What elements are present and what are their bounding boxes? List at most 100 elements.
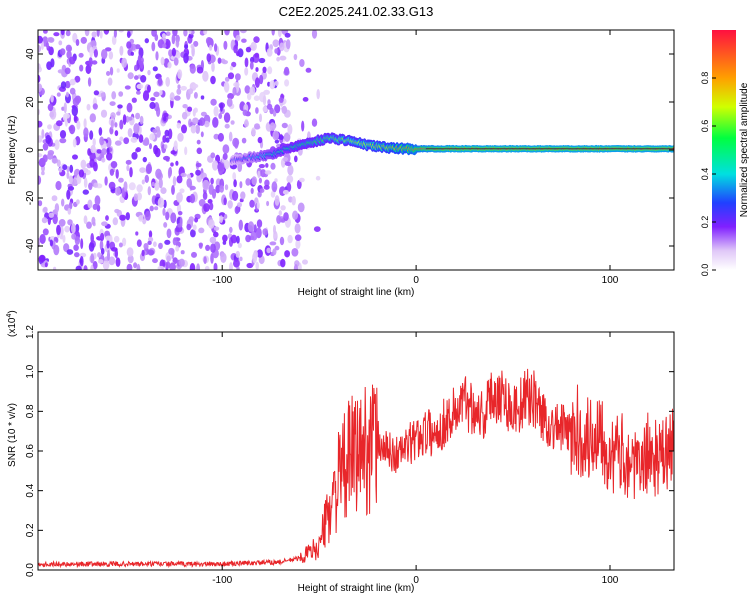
heatmap-cell	[47, 124, 52, 130]
heatmap-cell	[38, 35, 43, 44]
heatmap-cell	[259, 74, 264, 85]
heatmap-cell	[256, 249, 263, 258]
heatmap-cell	[122, 237, 127, 247]
heatmap-cell	[133, 262, 138, 269]
ridge-line	[229, 132, 674, 166]
heatmap-cell	[51, 157, 59, 164]
heatmap-cell	[38, 108, 41, 116]
heatmap-cell	[119, 214, 126, 221]
heatmap-cell	[134, 64, 138, 72]
heatmap-cell	[282, 157, 288, 162]
heatmap-cell	[90, 40, 97, 47]
heatmap-cell	[91, 216, 96, 226]
heatmap-cell	[231, 61, 237, 68]
heatmap-cell	[138, 134, 144, 143]
heatmap-cell	[114, 130, 119, 137]
heatmap-cell	[287, 234, 293, 244]
heatmap-cell	[165, 261, 171, 269]
heatmap-cell	[110, 119, 114, 130]
heatmap-cell	[101, 148, 107, 156]
heatmap-cell	[144, 137, 150, 146]
heatmap-cell	[251, 127, 256, 137]
heatmap-cell	[172, 237, 178, 246]
heatmap-cell	[59, 235, 64, 240]
heatmap-cell	[154, 147, 161, 158]
figure-title: C2E2.2025.241.02.33.G13	[279, 4, 434, 19]
heatmap-cell	[149, 101, 156, 110]
heatmap-cell	[210, 98, 217, 106]
heatmap-cell	[171, 185, 175, 195]
heatmap-cell	[110, 247, 118, 252]
heatmap-cell	[116, 111, 121, 116]
heatmap-cell	[69, 124, 76, 135]
heatmap-cell	[150, 97, 156, 102]
heatmap-cell	[281, 105, 288, 114]
heatmap-cell	[142, 90, 150, 102]
heatmap-cell	[205, 244, 211, 251]
heatmap-cell	[124, 85, 131, 90]
heatmap-cell	[200, 131, 204, 138]
heatmap-cell	[166, 255, 171, 262]
heatmap-cell	[126, 263, 133, 270]
heatmap-cell	[245, 178, 251, 186]
heatmap-cell	[168, 247, 175, 255]
heatmap-cell	[287, 124, 293, 135]
heatmap-cell	[224, 123, 230, 129]
heatmap-cell	[258, 177, 262, 184]
heatmap-cell	[194, 217, 199, 223]
heatmap-cell	[244, 85, 251, 94]
heatmap-cell	[209, 236, 217, 244]
heatmap-cell	[157, 77, 163, 86]
heatmap-cell	[217, 162, 225, 171]
heatmap-cell	[144, 174, 149, 183]
heatmap-cell	[127, 128, 133, 138]
heatmap-cell	[114, 140, 122, 146]
heatmap-cell	[117, 104, 123, 109]
heatmap-cell	[125, 159, 132, 165]
heatmap-cell	[220, 102, 223, 112]
heatmap-cell	[78, 169, 85, 178]
heatmap-cell	[213, 106, 219, 117]
heatmap-cell	[106, 239, 110, 249]
heatmap-cell	[73, 114, 77, 122]
heatmap-cell	[190, 44, 195, 49]
heatmap-cell	[274, 245, 280, 251]
heatmap-cell	[64, 67, 71, 75]
heatmap-cell	[264, 179, 270, 187]
heatmap-cell	[113, 30, 117, 38]
heatmap-cell	[218, 113, 223, 119]
heatmap-cell	[230, 234, 238, 244]
heatmap-cell	[90, 144, 96, 154]
heatmap-cell	[177, 84, 181, 90]
heatmap-cell	[66, 50, 72, 59]
snr-x-tick-label: 100	[602, 575, 619, 586]
heatmap-cell	[191, 251, 197, 258]
heatmap-cell	[244, 57, 249, 68]
heatmap-cell	[91, 31, 97, 38]
heatmap-cell	[163, 116, 167, 122]
heatmap-cell	[131, 97, 137, 103]
heatmap-cell	[186, 223, 192, 231]
spectrogram-x-label: Height of straight line (km)	[298, 287, 415, 298]
heatmap-cell	[86, 221, 92, 229]
heatmap-cell	[187, 106, 193, 112]
heatmap-cell	[171, 47, 176, 57]
heatmap-cell	[143, 243, 149, 250]
spectrogram-y-tick-label: -40	[25, 238, 36, 253]
heatmap-cell	[123, 137, 130, 145]
heatmap-cell	[292, 210, 299, 220]
heatmap-cell	[101, 221, 108, 227]
heatmap-cell	[134, 44, 141, 50]
heatmap-cell	[133, 123, 140, 135]
heatmap-cell	[168, 128, 173, 140]
heatmap-cell	[38, 254, 46, 262]
heatmap-cell	[270, 162, 276, 170]
heatmap-cell	[126, 164, 130, 172]
heatmap-cell	[136, 184, 143, 193]
heatmap-cell	[250, 56, 255, 64]
heatmap-cell	[274, 178, 278, 183]
heatmap-cell	[280, 205, 286, 211]
heatmap-cell	[177, 132, 184, 142]
heatmap-cell	[269, 122, 276, 132]
heatmap-cell	[134, 75, 139, 80]
